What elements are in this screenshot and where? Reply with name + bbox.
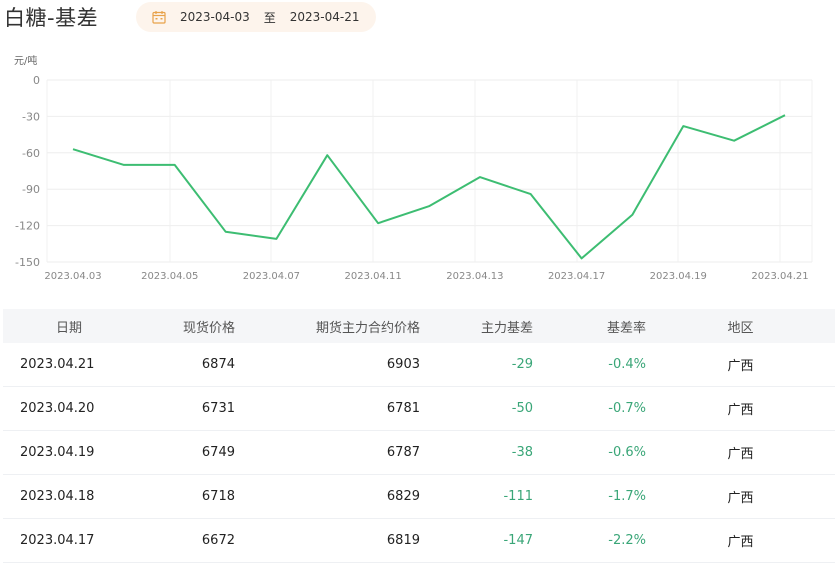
cell-date: 2023.04.19: [3, 430, 135, 475]
data-point[interactable]: [224, 230, 228, 234]
col-header-date[interactable]: 日期: [3, 309, 135, 343]
y-axis-unit-label: 元/吨: [14, 54, 37, 67]
cell-basis-rate: -0.4%: [533, 343, 646, 387]
cell-region: 广西: [646, 474, 835, 519]
data-point[interactable]: [580, 256, 584, 260]
data-point[interactable]: [376, 221, 380, 225]
cell-futures-price: 6781: [235, 386, 420, 431]
data-point[interactable]: [173, 163, 177, 167]
cell-region: 广西: [646, 430, 835, 475]
cell-spot-price: 6874: [135, 343, 235, 387]
y-axis: 0 -30 -60 -90 -120 -150: [15, 74, 40, 269]
data-point[interactable]: [325, 153, 329, 157]
cell-region: 广西: [646, 518, 835, 563]
cell-basis: -147: [420, 518, 533, 563]
x-tick-label: 2023.04.17: [548, 271, 605, 282]
table-header-row: 日期 现货价格 期货主力合约价格 主力基差 基差率 地区: [3, 309, 835, 343]
y-tick-label: -150: [15, 256, 40, 269]
date-range-picker[interactable]: 2023-04-03 至 2023-04-21: [136, 2, 376, 32]
data-point[interactable]: [681, 124, 685, 128]
table-row: 2023.04.17 6672 6819 -147 -2.2% 广西: [3, 518, 835, 563]
x-tick-label: 2023.04.03: [44, 271, 101, 282]
y-tick-label: 0: [33, 74, 40, 87]
y-tick-label: -90: [22, 183, 40, 196]
cell-date: 2023.04.17: [3, 518, 135, 563]
cell-spot-price: 6749: [135, 430, 235, 475]
cell-futures-price: 6787: [235, 430, 420, 475]
table-row: 2023.04.19 6749 6787 -38 -0.6% 广西: [3, 430, 835, 475]
data-point[interactable]: [274, 237, 278, 241]
data-point[interactable]: [478, 175, 482, 179]
cell-basis-rate: -1.7%: [533, 474, 646, 519]
cell-basis: -38: [420, 430, 533, 475]
data-point[interactable]: [529, 192, 533, 196]
col-header-basis-rate[interactable]: 基差率: [533, 309, 646, 343]
cell-basis-rate: -2.2%: [533, 518, 646, 563]
cell-region: 广西: [646, 386, 835, 431]
basis-series-line: [72, 114, 786, 260]
y-tick-label: -30: [22, 110, 40, 123]
col-header-region[interactable]: 地区: [646, 309, 835, 343]
data-point[interactable]: [427, 204, 431, 208]
cell-date: 2023.04.20: [3, 386, 135, 431]
cell-basis: -50: [420, 386, 533, 431]
date-from[interactable]: 2023-04-03: [180, 10, 250, 24]
cell-futures-price: 6903: [235, 343, 420, 387]
data-point[interactable]: [122, 163, 126, 167]
x-tick-label: 2023.04.11: [345, 271, 402, 282]
cell-date: 2023.04.21: [3, 343, 135, 387]
date-separator: 至: [263, 10, 276, 25]
data-point[interactable]: [732, 139, 736, 143]
calendar-icon: [152, 11, 166, 24]
basis-table: 日期 现货价格 期货主力合约价格 主力基差 基差率 地区 2023.04.21 …: [3, 309, 835, 563]
cell-basis: -29: [420, 343, 533, 387]
x-tick-label: 2023.04.05: [141, 271, 198, 282]
col-header-basis[interactable]: 主力基差: [420, 309, 533, 343]
col-header-futures-price[interactable]: 期货主力合约价格: [235, 309, 420, 343]
table-row: 2023.04.21 6874 6903 -29 -0.4% 广西: [3, 343, 835, 387]
table-row: 2023.04.20 6731 6781 -50 -0.7% 广西: [3, 386, 835, 431]
cell-spot-price: 6718: [135, 474, 235, 519]
data-point[interactable]: [783, 113, 787, 117]
y-tick-label: -120: [15, 220, 40, 233]
cell-futures-price: 6819: [235, 518, 420, 563]
series-points: [71, 113, 787, 260]
table-row: 2023.04.18 6718 6829 -111 -1.7% 广西: [3, 474, 835, 519]
cell-date: 2023.04.18: [3, 474, 135, 519]
y-tick-label: -60: [22, 147, 40, 160]
x-axis: 2023.04.03 2023.04.05 2023.04.07 2023.04.11…: [44, 271, 808, 282]
cell-spot-price: 6672: [135, 518, 235, 563]
x-tick-label: 2023.04.13: [446, 271, 503, 282]
cell-spot-price: 6731: [135, 386, 235, 431]
data-point[interactable]: [630, 213, 634, 217]
x-tick-label: 2023.04.21: [751, 271, 808, 282]
chart-grid: [46, 79, 813, 263]
x-tick-label: 2023.04.07: [243, 271, 300, 282]
page-title: 白糖-基差: [4, 6, 99, 30]
cell-region: 广西: [646, 343, 835, 387]
cell-basis-rate: -0.6%: [533, 430, 646, 475]
data-point[interactable]: [71, 147, 75, 151]
cell-basis: -111: [420, 474, 533, 519]
cell-futures-price: 6829: [235, 474, 420, 519]
x-tick-label: 2023.04.19: [650, 271, 707, 282]
date-to[interactable]: 2023-04-21: [289, 10, 360, 24]
basis-line-chart: 0-30-60-90-120-150 2023.04.03 2023.04.05 2…: [14, 54, 813, 282]
col-header-spot-price[interactable]: 现货价格: [135, 309, 235, 343]
cell-basis-rate: -0.7%: [533, 386, 646, 431]
